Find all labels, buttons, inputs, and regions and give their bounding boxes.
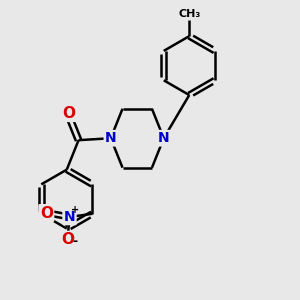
Text: O: O	[40, 206, 53, 220]
Text: O: O	[61, 232, 74, 247]
Text: N: N	[105, 131, 117, 145]
Text: -: -	[72, 235, 77, 248]
Text: N: N	[158, 131, 170, 145]
Text: +: +	[71, 205, 80, 215]
Text: CH₃: CH₃	[178, 9, 200, 19]
Text: O: O	[62, 106, 75, 121]
Text: N: N	[64, 210, 75, 224]
